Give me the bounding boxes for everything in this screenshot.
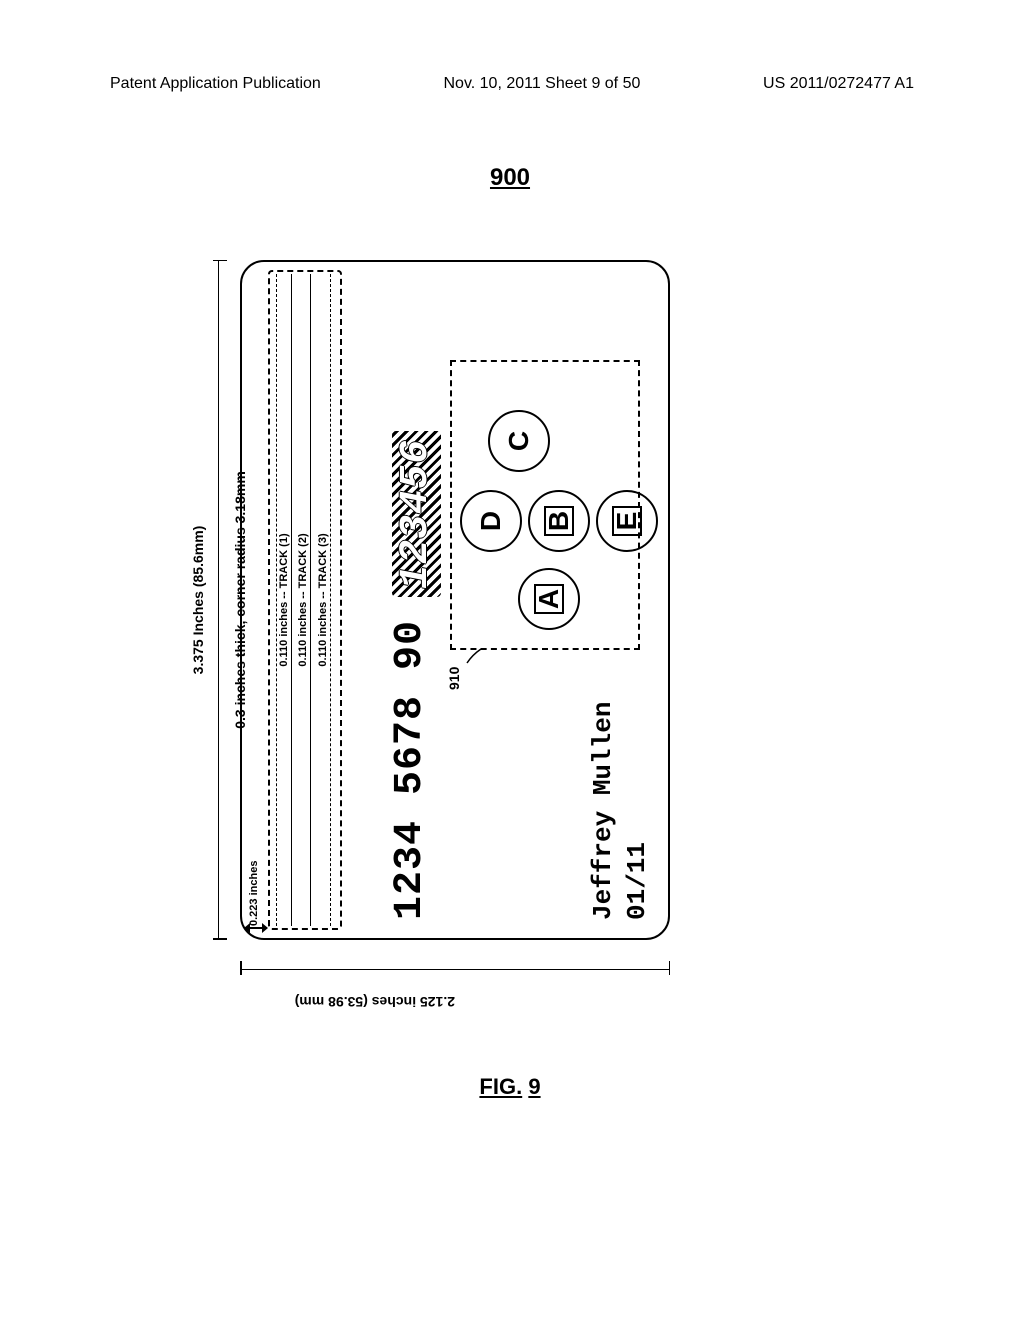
button-d-label: D xyxy=(475,511,507,531)
dimension-width-line xyxy=(218,260,219,940)
card-number-row: 1234 5678 90 123456 xyxy=(388,433,433,920)
button-e-label: E xyxy=(611,512,643,531)
button-a-label: A xyxy=(533,589,565,609)
header-right: US 2011/0272477 A1 xyxy=(763,75,914,93)
card-expiry: 01/11 xyxy=(622,842,652,920)
dimension-height-line xyxy=(240,969,670,970)
button-b-label: B xyxy=(543,511,575,531)
cardholder-name: Jeffrey Mullen xyxy=(588,702,618,920)
card-button-e[interactable]: E xyxy=(596,490,658,552)
track-2-label: 0.110 inches -- TRACK (2) xyxy=(296,274,311,926)
stripe-offset-label: 0.223 inches xyxy=(248,861,260,926)
rotated-viewport: 3.375 Inches (85.6mm) 2.125 inches (53.9… xyxy=(130,210,890,1030)
figure-900: 900 3.375 Inches (85.6mm) 2.125 inches (… xyxy=(130,150,890,1100)
button-area-reference: 910 xyxy=(446,667,462,690)
pan-dynamic-display: 123456 xyxy=(394,433,439,595)
figure-caption-number: 9 xyxy=(528,1074,540,1099)
dimension-height-label: 2.125 inches (53.98 mm) xyxy=(295,994,455,1010)
figure-content: 3.375 Inches (85.6mm) 2.125 inches (53.9… xyxy=(130,210,890,1030)
figure-caption-prefix: FIG. xyxy=(479,1074,522,1099)
track-1-label: 0.110 inches -- TRACK (1) xyxy=(276,274,292,926)
button-c-label: C xyxy=(503,431,535,451)
pan-static-digits: 1234 5678 90 xyxy=(388,620,433,920)
dimension-width-label: 3.375 Inches (85.6mm) xyxy=(190,260,206,940)
card-button-b[interactable]: B xyxy=(528,490,590,552)
header-left: Patent Application Publication xyxy=(110,75,321,93)
track-3-label: 0.110 inches -- TRACK (3) xyxy=(316,274,331,926)
figure-reference-number: 900 xyxy=(490,164,530,192)
figure-caption: FIG. 9 xyxy=(479,1074,540,1100)
pan-dynamic-digits: 123456 xyxy=(394,439,439,589)
card-button-c[interactable]: C xyxy=(488,410,550,472)
header-center: Nov. 10, 2011 Sheet 9 of 50 xyxy=(443,75,640,93)
page-header: Patent Application Publication Nov. 10, … xyxy=(110,75,914,93)
card-button-d[interactable]: D xyxy=(460,490,522,552)
card-button-a[interactable]: A xyxy=(518,568,580,630)
